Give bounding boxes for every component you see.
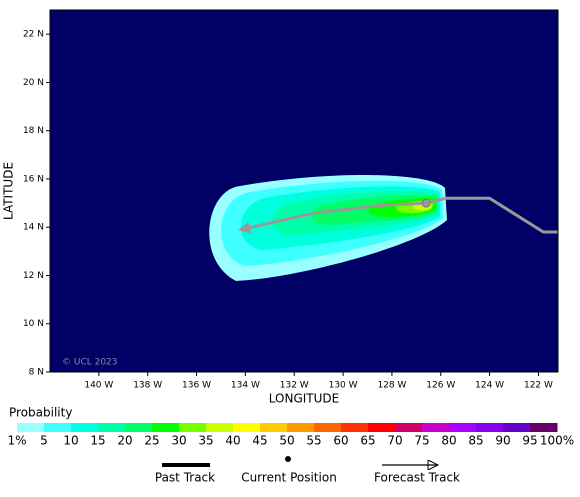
colorbar-label: 30 xyxy=(171,434,186,448)
colorbar-label: 50 xyxy=(279,434,294,448)
past-track xyxy=(425,196,558,234)
tracks xyxy=(238,196,558,234)
y-tick-label: 20 N xyxy=(23,78,44,88)
legend-title: Probability xyxy=(9,406,72,420)
colorbar-segment xyxy=(260,423,288,432)
colorbar-segment xyxy=(368,423,396,432)
colorbar-label: 5 xyxy=(40,434,48,448)
x-tick-label: 138 W xyxy=(133,381,162,391)
x-tick-label: 128 W xyxy=(377,381,406,391)
x-tick-label: 130 W xyxy=(329,381,358,391)
y-tick-label: 8 N xyxy=(29,368,44,378)
colorbar-segment xyxy=(530,423,558,432)
colorbar-label: 60 xyxy=(333,434,348,448)
colorbar-segment xyxy=(17,423,45,432)
colorbar-label: 85 xyxy=(468,434,483,448)
colorbar-label: 10 xyxy=(63,434,78,448)
colorbar-segment xyxy=(395,423,423,432)
colorbar-segment xyxy=(125,423,153,432)
x-tick-label: 136 W xyxy=(182,381,211,391)
colorbar-label: 75 xyxy=(414,434,429,448)
colorbar-label: 15 xyxy=(90,434,105,448)
colorbar-segment xyxy=(287,423,315,432)
x-tick-label: 132 W xyxy=(280,381,309,391)
y-axis-label: LATITUDE xyxy=(2,162,16,220)
colorbar-segment xyxy=(206,423,234,432)
colorbar-segment xyxy=(341,423,369,432)
y-tick-label: 14 N xyxy=(23,223,44,233)
colorbar-segment xyxy=(422,423,450,432)
x-tick-label: 122 W xyxy=(524,381,553,391)
colorbar-segment xyxy=(476,423,504,432)
colorbar-segment xyxy=(98,423,126,432)
colorbar-label: 90 xyxy=(495,434,510,448)
colorbar-label: 65 xyxy=(360,434,375,448)
colorbar-label: 100% xyxy=(540,434,574,448)
watermark: © UCL 2023 xyxy=(62,358,118,368)
colorbar-segment xyxy=(152,423,180,432)
x-tick-label: 126 W xyxy=(426,381,455,391)
colorbar-segment xyxy=(314,423,342,432)
key-past-track-label: Past Track xyxy=(155,471,215,485)
key-current-position-label: Current Position xyxy=(241,471,337,485)
colorbar-label: 1% xyxy=(7,434,26,448)
x-tick-label: 124 W xyxy=(475,381,504,391)
colorbar-label: 80 xyxy=(441,434,456,448)
colorbar-label: 45 xyxy=(252,434,267,448)
colorbar-segment xyxy=(44,423,72,432)
colorbar-segment xyxy=(233,423,261,432)
colorbar-segment xyxy=(179,423,207,432)
x-axis-label: LONGITUDE xyxy=(269,392,339,406)
colorbar-label: 70 xyxy=(387,434,402,448)
colorbar-segment xyxy=(449,423,477,432)
colorbar-label: 20 xyxy=(117,434,132,448)
colorbar-segment xyxy=(503,423,531,432)
key-current-position xyxy=(285,456,291,462)
colorbar-label: 40 xyxy=(225,434,240,448)
forecast-track xyxy=(238,201,427,234)
y-tick-label: 18 N xyxy=(23,126,44,136)
key-forecast-track-label: Forecast Track xyxy=(374,471,460,485)
map-frame xyxy=(49,9,559,373)
y-tick-label: 12 N xyxy=(23,271,44,281)
y-tick-label: 22 N xyxy=(23,30,44,40)
colorbar-segment xyxy=(71,423,99,432)
colorbar-label: 25 xyxy=(144,434,159,448)
y-tick-label: 16 N xyxy=(23,174,44,184)
current-position xyxy=(421,198,431,208)
colorbar-label: 95 xyxy=(522,434,537,448)
x-tick-label: 140 W xyxy=(84,381,113,391)
x-tick-label: 134 W xyxy=(231,381,260,391)
y-tick-label: 10 N xyxy=(23,319,44,329)
colorbar-label: 55 xyxy=(306,434,321,448)
colorbar-label: 35 xyxy=(198,434,213,448)
